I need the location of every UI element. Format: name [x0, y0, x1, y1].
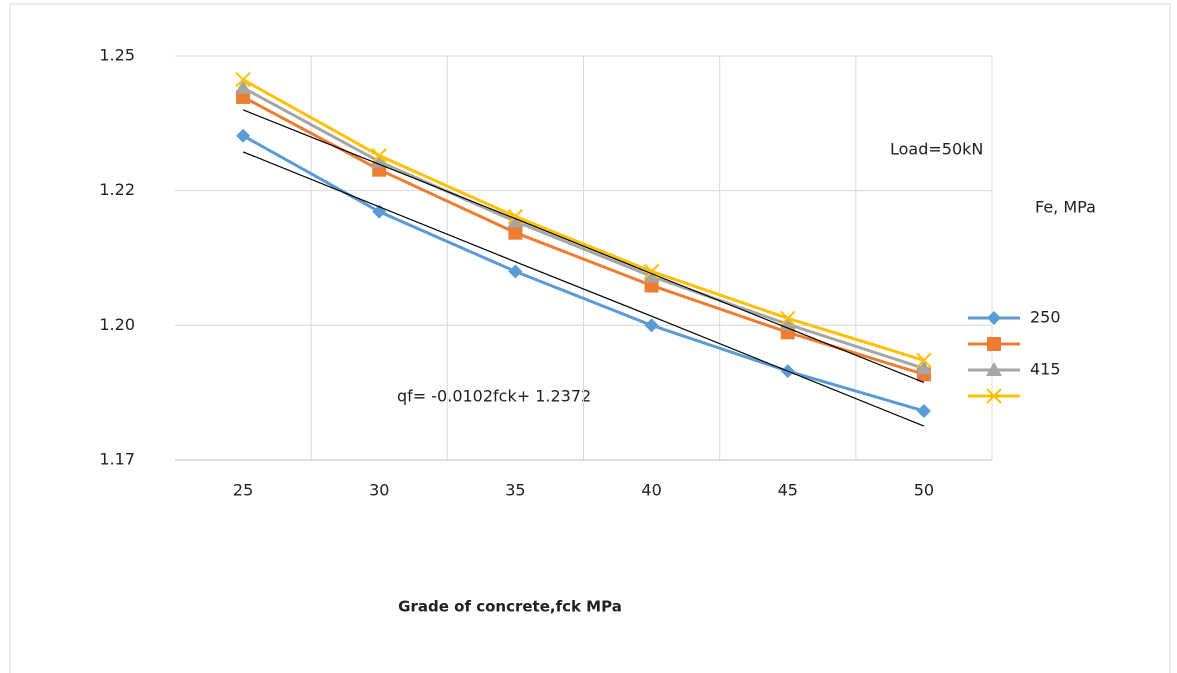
x-tick-label: 30 — [369, 481, 389, 500]
marker — [508, 264, 522, 278]
x-tick-label: 25 — [233, 481, 253, 500]
y-tick-label: 1.17 — [99, 450, 135, 469]
annotation: Fe, MPa — [1035, 198, 1096, 217]
y-tick-label: 1.20 — [99, 315, 135, 334]
chart: Grade of concrete,fck MPa Load=50kN Fe, … — [0, 0, 1177, 673]
marker — [508, 226, 522, 240]
legend-label: 250 — [1030, 308, 1061, 327]
annotation: qf= -0.0102fck+ 1.2372 — [397, 387, 591, 406]
y-tick-label: 1.25 — [99, 46, 135, 65]
marker — [987, 337, 1001, 351]
marker — [645, 318, 659, 332]
marker — [917, 404, 931, 418]
legend-label: 415 — [1030, 360, 1061, 379]
x-tick-label: 40 — [641, 481, 661, 500]
x-tick-label: 45 — [778, 481, 798, 500]
x-tick-label: 35 — [505, 481, 525, 500]
annotation: Load=50kN — [890, 140, 983, 159]
y-tick-label: 1.22 — [99, 180, 135, 199]
marker — [987, 311, 1001, 325]
x-tick-label: 50 — [914, 481, 934, 500]
x-axis-label: Grade of concrete,fck MPa — [398, 598, 622, 616]
marker — [236, 129, 250, 143]
